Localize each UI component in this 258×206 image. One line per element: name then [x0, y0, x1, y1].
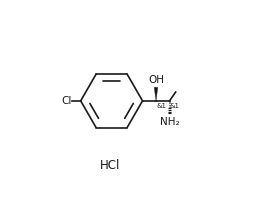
- Text: NH₂: NH₂: [160, 117, 179, 127]
- Text: Cl: Cl: [61, 96, 71, 106]
- Text: OH: OH: [148, 75, 164, 84]
- Text: &1: &1: [156, 103, 166, 109]
- Polygon shape: [154, 87, 158, 101]
- Text: &1: &1: [170, 103, 180, 109]
- Text: HCl: HCl: [100, 159, 120, 172]
